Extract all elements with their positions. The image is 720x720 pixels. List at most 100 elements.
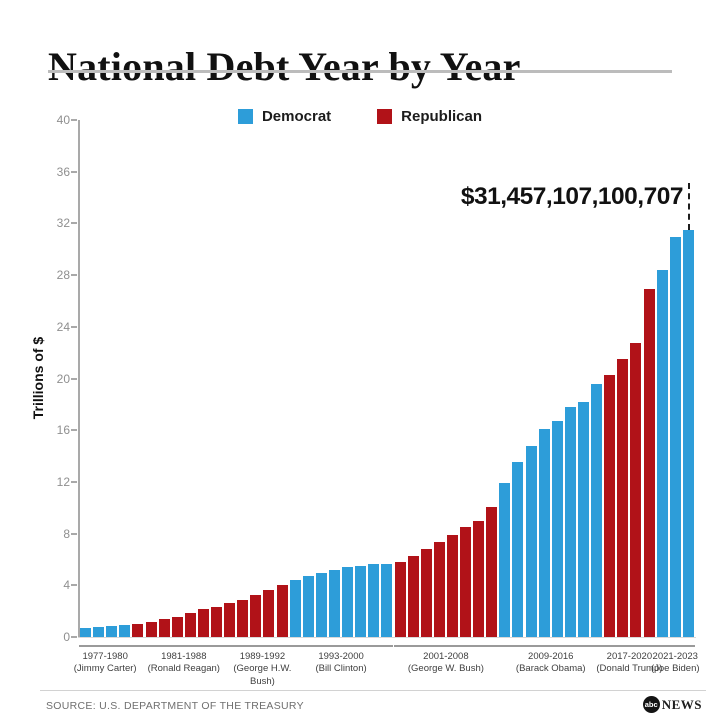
title-underline <box>48 70 672 73</box>
debt-bar-1977 <box>80 627 91 637</box>
y-tick-mark <box>71 532 77 535</box>
term-label: 1993-2000 (Bill Clinton) <box>315 651 367 675</box>
y-tick-mark <box>71 274 77 277</box>
y-tick-mark <box>71 170 77 173</box>
debt-bar-2012 <box>538 429 550 637</box>
debt-bar-2018 <box>617 358 629 637</box>
y-tick-mark <box>71 584 77 587</box>
debt-bar-2007 <box>473 520 485 637</box>
debt-bar-1998 <box>355 565 367 637</box>
y-tick-label: 40 <box>56 113 70 127</box>
republican-color-swatch <box>377 109 393 124</box>
y-tick-label: 4 <box>63 578 70 593</box>
news-wordmark: NEWS <box>661 696 702 712</box>
debt-bar-2001 <box>394 561 406 637</box>
debt-bar-2016 <box>591 384 603 637</box>
debt-bar-1990 <box>250 595 262 637</box>
debt-bar-1979 <box>106 626 118 637</box>
y-tick-label: 16 <box>56 423 70 438</box>
debt-bar-2020 <box>643 288 655 637</box>
debt-bar-2006 <box>460 527 472 637</box>
abc-logo-icon: abc <box>642 696 660 713</box>
debt-bar-1987 <box>211 606 223 637</box>
debt-bar-1999 <box>368 563 380 637</box>
source-text: SOURCE: U.S. DEPARTMENT OF THE TREASURY <box>46 700 304 712</box>
debt-bar-2013 <box>551 420 563 637</box>
debt-bar-1981 <box>132 624 144 637</box>
y-tick-label: 8 <box>63 526 70 541</box>
debt-bar-1985 <box>184 613 196 637</box>
debt-bar-2010 <box>512 461 524 637</box>
y-tick-label: 28 <box>56 268 70 283</box>
democrat-color-swatch <box>237 109 253 124</box>
debt-bar-2017 <box>604 375 616 637</box>
footer-divider <box>40 690 706 691</box>
y-tick-mark <box>71 222 77 225</box>
debt-bar-1988 <box>224 603 236 637</box>
y-tick-label: 36 <box>56 164 70 179</box>
term-label: 2009-2016 (Barack Obama) <box>515 651 586 675</box>
debt-bar-2019 <box>630 343 642 637</box>
debt-bar-2015 <box>578 402 590 637</box>
debt-bar-2008 <box>486 507 498 637</box>
abc-news-logo: abc NEWS <box>642 696 702 713</box>
debt-bar-1980 <box>119 625 131 637</box>
y-tick-mark <box>71 119 77 121</box>
debt-bar-2021 <box>656 269 668 637</box>
y-tick-label: 0 <box>63 630 70 644</box>
debt-bar-1992 <box>276 584 288 637</box>
debt-bar-1994 <box>302 576 314 637</box>
term-axis-line <box>498 645 604 647</box>
debt-bar-2011 <box>525 445 537 637</box>
term-label: 1989-1992 (George H.W. Bush) <box>233 651 292 687</box>
debt-total-callout: $31,457,107,100,707 <box>460 183 684 210</box>
legend: Democrat Republican <box>0 108 720 125</box>
y-tick-label: 12 <box>56 474 70 489</box>
legend-item-democrat: Democrat <box>237 108 332 125</box>
y-tick-label: 32 <box>56 216 70 231</box>
term-axis-line <box>393 645 499 647</box>
debt-bar-1991 <box>263 589 275 637</box>
term-label: 2001-2008 (George W. Bush) <box>407 651 484 675</box>
debt-bar-2003 <box>420 549 432 637</box>
debt-bar-2009 <box>499 483 511 637</box>
legend-label-republican: Republican <box>401 108 483 125</box>
legend-label-democrat: Democrat <box>261 108 332 125</box>
term-label: 2021-2023 (Joe Biden) <box>650 651 700 675</box>
y-tick-label: 24 <box>56 319 70 334</box>
debt-bar-1989 <box>237 600 249 637</box>
y-tick-label: 20 <box>56 371 70 386</box>
term-label: 2017-2020 (Donald Trump) <box>596 651 663 675</box>
debt-bar-1993 <box>289 580 301 637</box>
term-label: 1977-1980 (Jimmy Carter) <box>73 651 137 675</box>
debt-bar-1997 <box>342 567 354 637</box>
debt-bar-1984 <box>171 616 183 637</box>
x-axis-baseline <box>78 637 696 638</box>
y-tick-mark <box>71 429 77 432</box>
term-axis-line <box>603 645 656 647</box>
term-label: 1981-1988 (Ronald Reagan) <box>147 651 220 675</box>
debt-bar-1978 <box>93 627 105 637</box>
debt-bar-2000 <box>381 563 393 637</box>
callout-dashed-line <box>688 183 690 231</box>
debt-bar-1986 <box>197 609 209 637</box>
debt-bar-2023 <box>682 230 694 637</box>
debt-bar-2002 <box>407 556 419 637</box>
debt-bar-2004 <box>433 541 445 637</box>
debt-bar-2005 <box>446 534 458 637</box>
term-axis-line <box>288 645 394 647</box>
term-axis-line <box>79 645 132 647</box>
debt-bar-1996 <box>329 569 340 637</box>
y-tick-mark <box>71 636 77 638</box>
y-axis-line <box>78 120 80 637</box>
debt-bar-2022 <box>669 237 681 637</box>
debt-bar-1982 <box>145 622 157 637</box>
legend-item-republican: Republican <box>377 108 482 125</box>
y-tick-mark <box>71 325 77 328</box>
debt-bar-1983 <box>158 619 170 637</box>
page-title: National Debt Year by Year <box>48 43 521 89</box>
term-axis-line <box>655 645 695 647</box>
y-tick-mark <box>71 377 77 380</box>
debt-bar-1995 <box>315 572 327 637</box>
